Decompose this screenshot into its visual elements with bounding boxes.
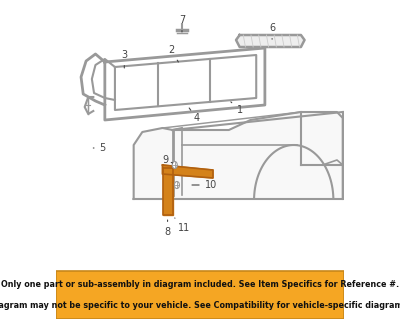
Text: Only one part or sub-assembly in diagram included. See Item Specifics for Refere: Only one part or sub-assembly in diagram… [1, 280, 399, 289]
Polygon shape [134, 112, 343, 199]
Polygon shape [236, 35, 304, 47]
Text: 1: 1 [231, 102, 243, 115]
Text: 6: 6 [269, 23, 275, 39]
Text: 4: 4 [189, 108, 200, 123]
Text: 7: 7 [179, 15, 185, 32]
Bar [56, 271, 344, 319]
Circle shape [172, 161, 177, 168]
Text: 3: 3 [121, 50, 127, 68]
Polygon shape [162, 165, 213, 178]
Text: 5: 5 [93, 143, 106, 153]
Polygon shape [162, 168, 173, 215]
Circle shape [174, 182, 180, 189]
Text: 2: 2 [168, 45, 178, 62]
Text: 8: 8 [164, 220, 171, 237]
Text: 11: 11 [175, 218, 190, 233]
Text: Diagram may not be specific to your vehicle. See Compatibility for vehicle-speci: Diagram may not be specific to your vehi… [0, 301, 400, 310]
Text: 10: 10 [192, 180, 217, 190]
Text: 9: 9 [162, 155, 173, 165]
